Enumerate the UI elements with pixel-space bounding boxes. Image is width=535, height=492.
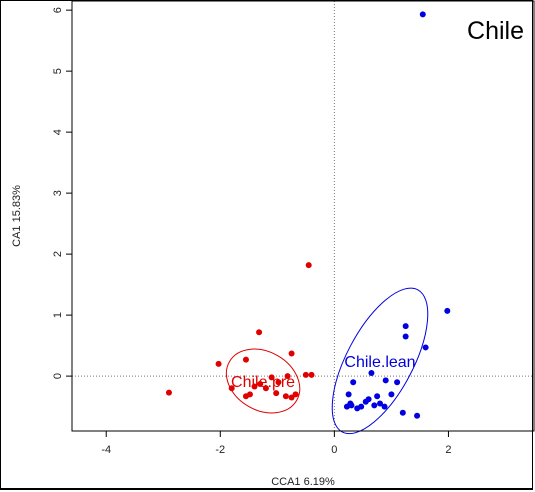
- chile-lean-point: [382, 377, 389, 384]
- chile-pre-point: [242, 356, 249, 363]
- reference-lines: [72, 1, 534, 431]
- chile-lean-point: [358, 403, 365, 410]
- y-tick-label: 2: [52, 251, 64, 257]
- chile-pre-ellipse: [225, 348, 301, 414]
- chile-lean-point: [394, 379, 401, 386]
- chile-lean-point: [350, 379, 357, 386]
- x-tick-label: 0: [331, 444, 337, 456]
- chile-pre-point: [251, 383, 258, 390]
- chile-pre-point: [273, 390, 280, 397]
- y-tick-label: 6: [52, 7, 64, 13]
- chile-pre-point: [292, 391, 299, 398]
- chile-pre-point: [302, 371, 309, 378]
- chile-lean-point: [414, 412, 421, 419]
- chile-lean-point: [374, 393, 381, 400]
- y-tick-label: 5: [52, 68, 64, 74]
- chile-lean-point: [368, 370, 375, 377]
- group-labels: Chile.pre Chile.lean: [231, 354, 416, 391]
- y-axis: 0 1 2 3 4 5 6: [52, 7, 72, 379]
- chile-pre-point: [228, 385, 235, 392]
- chile-pre-point: [256, 329, 263, 336]
- x-tick-label: -4: [101, 444, 111, 456]
- chile-lean-point: [419, 11, 426, 18]
- x-axis: -4 -2 0 2: [101, 431, 452, 456]
- y-tick-label: 4: [52, 129, 64, 135]
- x-axis-title: CCA1 6.19%: [271, 476, 335, 488]
- chile-lean-point: [371, 402, 378, 409]
- chile-lean-point: [402, 323, 409, 330]
- chile-lean-point: [345, 391, 352, 398]
- chile-pre-point: [165, 389, 172, 396]
- chile-lean-point: [399, 409, 406, 416]
- chile-lean-point: [444, 307, 451, 314]
- group-ellipses: [225, 287, 429, 435]
- chile-lean-point: [348, 402, 355, 409]
- chile-pre-point: [308, 371, 315, 378]
- x-tick-label: 2: [445, 444, 451, 456]
- y-axis-title: CA1 15.83%: [11, 185, 23, 247]
- y-tick-label: 3: [52, 190, 64, 196]
- chile-pre-point: [246, 391, 253, 398]
- chile-pre-point: [282, 393, 289, 400]
- chile-lean-ellipse: [331, 287, 429, 435]
- chile-lean-point: [377, 400, 383, 407]
- chile-lean-point: [402, 333, 409, 340]
- chart-title: Chile: [467, 17, 524, 45]
- chile-pre-point: [268, 374, 275, 381]
- chile-lean-point: [388, 391, 395, 398]
- chile-pre-label: Chile.pre: [231, 374, 295, 391]
- chile-pre-point: [215, 360, 222, 367]
- data-points: [165, 11, 451, 419]
- chile-pre-point: [305, 262, 312, 269]
- chile-lean-point: [365, 396, 372, 403]
- chile-lean-point: [381, 403, 388, 410]
- chile-pre-point: [262, 385, 269, 392]
- chile-lean-point: [422, 344, 429, 351]
- y-tick-label: 1: [52, 312, 64, 318]
- chile-pre-point: [275, 379, 282, 386]
- plot-border: [71, 0, 535, 432]
- chile-pre-point: [257, 381, 264, 388]
- x-tick-label: -2: [215, 444, 225, 456]
- chile-pre-point: [284, 373, 291, 380]
- chile-lean-label: Chile.lean: [344, 354, 415, 371]
- chile-pre-point: [288, 350, 295, 357]
- y-tick-label: 0: [52, 373, 64, 379]
